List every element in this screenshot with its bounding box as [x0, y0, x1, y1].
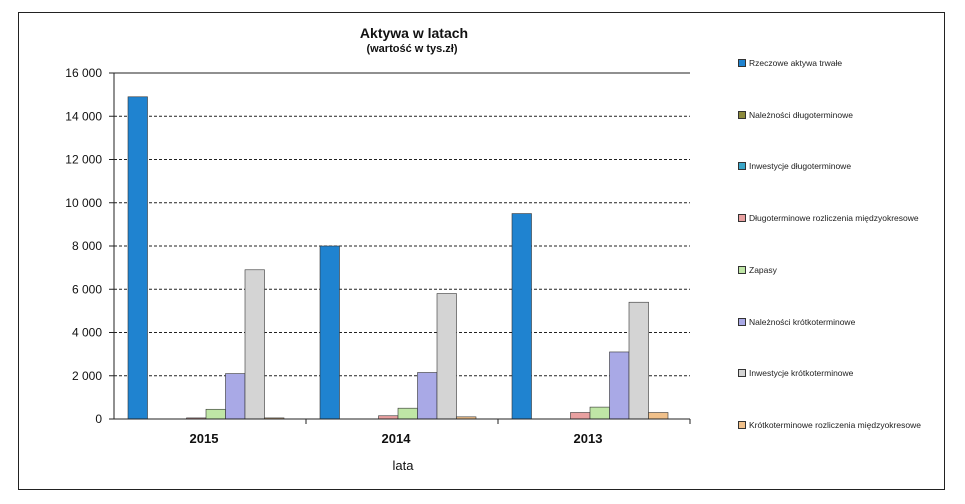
legend-label: Należności długoterminowe: [749, 109, 853, 120]
bar-zapasy-2013: [589, 406, 610, 420]
y-tick-label: 12 000: [65, 153, 102, 167]
bar-d-ugoterminowe-rozliczenia-mi-dzyokresowe-2013: [570, 412, 591, 420]
y-tick-label: 2 000: [72, 369, 102, 383]
legend-swatch: [738, 59, 746, 67]
legend-label: Należności krótkoterminowe: [749, 316, 856, 327]
legend-label: Rzeczowe aktywa trwałe: [749, 58, 843, 68]
y-tick-label: 4 000: [72, 326, 102, 340]
y-tick-label: 10 000: [65, 196, 102, 210]
legend-swatch: [738, 214, 746, 223]
legend-label: Inwestycje długoterminowe: [749, 161, 852, 172]
y-tick-label: 0: [95, 412, 102, 426]
axes: 0 2 000 4 000 6 000 8 000 10 000 12 000 14 000 1…: [65, 66, 691, 446]
bar-kr-tkoterminowe-rozliczenia-mi-dzyokresowe-2013: [648, 412, 669, 420]
y-tick-label: 14 000: [65, 109, 102, 123]
x-axis-title: lata: [393, 458, 415, 473]
x-tick-label: 2014: [382, 431, 412, 446]
legend-label: Inwestycje krótkoterminowe: [749, 368, 854, 379]
legend-swatch: [738, 369, 746, 378]
chart-subtitle: (wartość w tys.zł): [366, 43, 457, 55]
bar-nale-no-ci-kr-tkoterminowe-2013: [609, 351, 630, 420]
legend-item: Należności krótkoterminowe: [738, 317, 855, 327]
legend-item: Krótkoterminowe rozliczenia międzyokreso…: [738, 420, 921, 430]
y-tick-label: 8 000: [72, 239, 102, 253]
legend-label: Zapasy: [749, 264, 777, 275]
legend-swatch: [738, 110, 746, 119]
legend-item: Inwestycje długoterminowe: [738, 161, 851, 171]
legend-swatch: [738, 265, 746, 274]
legend-label: Krótkoterminowe rozliczenia międzyokreso…: [749, 419, 921, 430]
bar-inwestycje-kr-tkoterminowe-2013: [628, 301, 649, 420]
legend-label: Długoterminowe rozliczenia międzyokresow…: [749, 213, 919, 224]
legend-swatch: [738, 162, 746, 171]
bar-rzeczowe-aktywa-trwa-e-2014: [319, 245, 340, 420]
legend-swatch: [738, 317, 746, 326]
legend-item: Długoterminowe rozliczenia międzyokresow…: [738, 213, 919, 223]
bar-zapasy-2014: [397, 407, 418, 420]
bar-inwestycje-kr-tkoterminowe-2015: [244, 269, 265, 420]
legend-item: Inwestycje krótkoterminowe: [738, 368, 853, 378]
legend-item: Zapasy: [738, 265, 777, 275]
bar-inwestycje-kr-tkoterminowe-2014: [436, 293, 457, 420]
legend-item: Należności długoterminowe: [738, 110, 853, 120]
bar-rzeczowe-aktywa-trwa-e-2015: [127, 96, 148, 420]
bar-zapasy-2015: [205, 408, 226, 420]
bar-rzeczowe-aktywa-trwa-e-2013: [511, 213, 532, 420]
gridlines: [114, 72, 690, 377]
x-tick-label: 2013: [574, 431, 603, 446]
chart-frame: [18, 12, 945, 490]
bars: [127, 96, 669, 420]
legend-swatch: [738, 420, 746, 429]
y-tick-label: 16 000: [65, 66, 102, 80]
y-tick-label: 6 000: [72, 282, 102, 296]
legend-item: Rzeczowe aktywa trwałe: [738, 58, 842, 68]
bar-nale-no-ci-kr-tkoterminowe-2014: [417, 372, 438, 420]
chart-title: Aktywa w latach: [360, 25, 468, 41]
bar-nale-no-ci-kr-tkoterminowe-2015: [225, 373, 246, 420]
x-tick-label: 2015: [190, 431, 219, 446]
